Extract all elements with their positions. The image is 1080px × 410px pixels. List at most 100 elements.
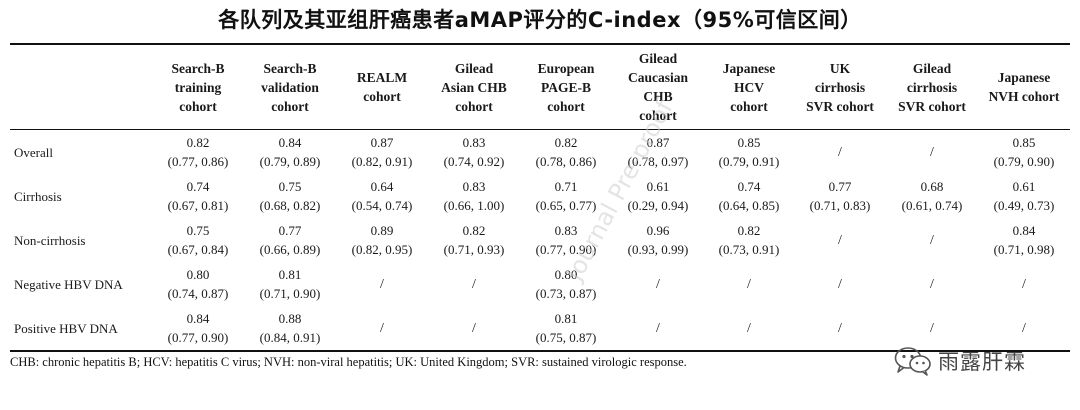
table-cell: 0.96 (0.93, 0.99) (612, 218, 704, 262)
confidence-interval: (0.61, 0.74) (901, 198, 963, 213)
table-cell: 0.84 (0.79, 0.89) (244, 130, 336, 175)
column-header: Gilead Asian CHB cohort (428, 44, 520, 130)
table-cell: 0.82 (0.77, 0.86) (152, 130, 244, 175)
c-index-value: 0.80 (186, 267, 210, 282)
not-applicable-mark: / (930, 321, 934, 336)
table-cell: / (886, 306, 978, 351)
column-header: Search-B training cohort (152, 44, 244, 130)
table-cell: 0.89 (0.82, 0.95) (336, 218, 428, 262)
column-header: European PAGE-B cohort (520, 44, 612, 130)
c-index-value: 0.80 (554, 267, 578, 282)
column-header-line: cohort (639, 108, 677, 123)
table-cell: 0.71 (0.65, 0.77) (520, 174, 612, 218)
confidence-interval: (0.67, 0.81) (167, 198, 229, 213)
table-cell: / (704, 262, 794, 306)
c-index-value: 0.84 (1012, 223, 1036, 238)
table-cell: 0.83 (0.66, 1.00) (428, 174, 520, 218)
table-row: Non-cirrhosis 0.75 (0.67, 0.84) 0.77 (0.66, … (10, 218, 1070, 262)
table-cell: 0.61 (0.29, 0.94) (612, 174, 704, 218)
table-body: Overall 0.82 (0.77, 0.86) 0.84 (0.79, 0.89) 0… (10, 130, 1070, 351)
table-cell: / (794, 306, 886, 351)
c-index-value: 0.74 (737, 179, 761, 194)
wechat-icon (894, 347, 931, 376)
column-header: Japanese HCV cohort (704, 44, 794, 130)
table-cell: 0.84 (0.77, 0.90) (152, 306, 244, 351)
column-header-line: training (174, 79, 222, 95)
not-applicable-mark: / (838, 233, 842, 248)
not-applicable-mark: / (472, 277, 476, 292)
column-header-line: cirrhosis (814, 79, 866, 95)
confidence-interval: (0.71, 0.93) (443, 242, 505, 257)
c-index-value: 0.81 (554, 311, 578, 326)
confidence-interval: (0.71, 0.90) (259, 286, 321, 301)
column-header-line: European (537, 60, 595, 76)
not-applicable-mark: / (656, 277, 660, 292)
c-index-value: 0.68 (920, 179, 944, 194)
table-cell: 0.82 (0.78, 0.86) (520, 130, 612, 175)
column-header: Gilead cirrhosis SVR cohort (886, 44, 978, 130)
confidence-interval: (0.66, 1.00) (443, 198, 505, 213)
table-cell: 0.81 (0.71, 0.90) (244, 262, 336, 306)
table-cell: 0.81 (0.75, 0.87) (520, 306, 612, 351)
table-cell: / (336, 306, 428, 351)
c-index-value: 0.82 (737, 223, 761, 238)
table-cell: 0.83 (0.77, 0.90) (520, 218, 612, 262)
table-cell: 0.75 (0.68, 0.82) (244, 174, 336, 218)
column-header-line: Gilead (454, 60, 494, 76)
header-row: Search-B training cohort Search-B validation… (10, 44, 1070, 130)
column-header-line: SVR cohort (898, 98, 966, 114)
table-row: Positive HBV DNA 0.84 (0.77, 0.90) 0.88 (0.8… (10, 306, 1070, 351)
row-label: Negative HBV DNA (14, 276, 123, 292)
c-index-value: 0.77 (278, 223, 302, 238)
table-cell: / (612, 306, 704, 351)
column-header-line: cohort (179, 98, 217, 114)
table-cell: / (978, 262, 1070, 306)
confidence-interval: (0.65, 0.77) (535, 198, 597, 213)
c-index-value: 0.87 (370, 135, 394, 150)
c-index-value: 0.85 (737, 135, 761, 150)
not-applicable-mark: / (930, 145, 934, 160)
column-header-line: Gilead (638, 51, 678, 66)
table-cell: 0.82 (0.71, 0.93) (428, 218, 520, 262)
c-index-value: 0.75 (278, 179, 302, 194)
table-row: Overall 0.82 (0.77, 0.86) 0.84 (0.79, 0.89) 0… (10, 130, 1070, 175)
column-header-line: Search-B (171, 60, 225, 76)
table-cell: 0.85 (0.79, 0.91) (704, 130, 794, 175)
column-header-line: Japanese (722, 60, 776, 76)
c-index-value: 0.82 (554, 135, 578, 150)
confidence-interval: (0.75, 0.87) (535, 330, 597, 345)
column-header-line: cohort (730, 98, 768, 114)
c-index-value: 0.77 (828, 179, 852, 194)
column-header-line: Japanese (997, 70, 1051, 85)
confidence-interval: (0.82, 0.95) (351, 242, 413, 257)
table-cell: / (612, 262, 704, 306)
table-cell: / (886, 130, 978, 175)
column-header-line: cohort (547, 98, 585, 114)
c-index-value: 0.85 (1012, 135, 1036, 150)
column-header-line: HCV (734, 79, 764, 95)
c-index-value: 0.61 (646, 179, 670, 194)
confidence-interval: (0.93, 0.99) (627, 242, 689, 257)
column-header: REALM cohort (336, 44, 428, 130)
c-index-value: 0.75 (186, 223, 210, 238)
not-applicable-mark: / (380, 321, 384, 336)
table-cell: 0.83 (0.74, 0.92) (428, 130, 520, 175)
table-cell: 0.82 (0.73, 0.91) (704, 218, 794, 262)
table-row: Cirrhosis 0.74 (0.67, 0.81) 0.75 (0.68, 0.82… (10, 174, 1070, 218)
column-header-line: validation (261, 79, 319, 95)
table-cell: 0.80 (0.73, 0.87) (520, 262, 612, 306)
table-cell: 0.64 (0.54, 0.74) (336, 174, 428, 218)
table-cell: / (978, 306, 1070, 351)
confidence-interval: (0.78, 0.86) (535, 154, 597, 169)
confidence-interval: (0.77, 0.86) (167, 154, 229, 169)
row-label: Cirrhosis (14, 188, 62, 204)
c-index-value: 0.88 (278, 311, 302, 326)
confidence-interval: (0.73, 0.91) (718, 242, 780, 257)
table-cell: 0.84 (0.71, 0.98) (978, 218, 1070, 262)
not-applicable-mark: / (930, 277, 934, 292)
column-header-line: Asian CHB (441, 79, 507, 95)
column-header-line: SVR cohort (806, 98, 874, 114)
table-cell: 0.88 (0.84, 0.91) (244, 306, 336, 351)
column-header-line: PAGE-B (541, 79, 591, 95)
not-applicable-mark: / (747, 321, 751, 336)
